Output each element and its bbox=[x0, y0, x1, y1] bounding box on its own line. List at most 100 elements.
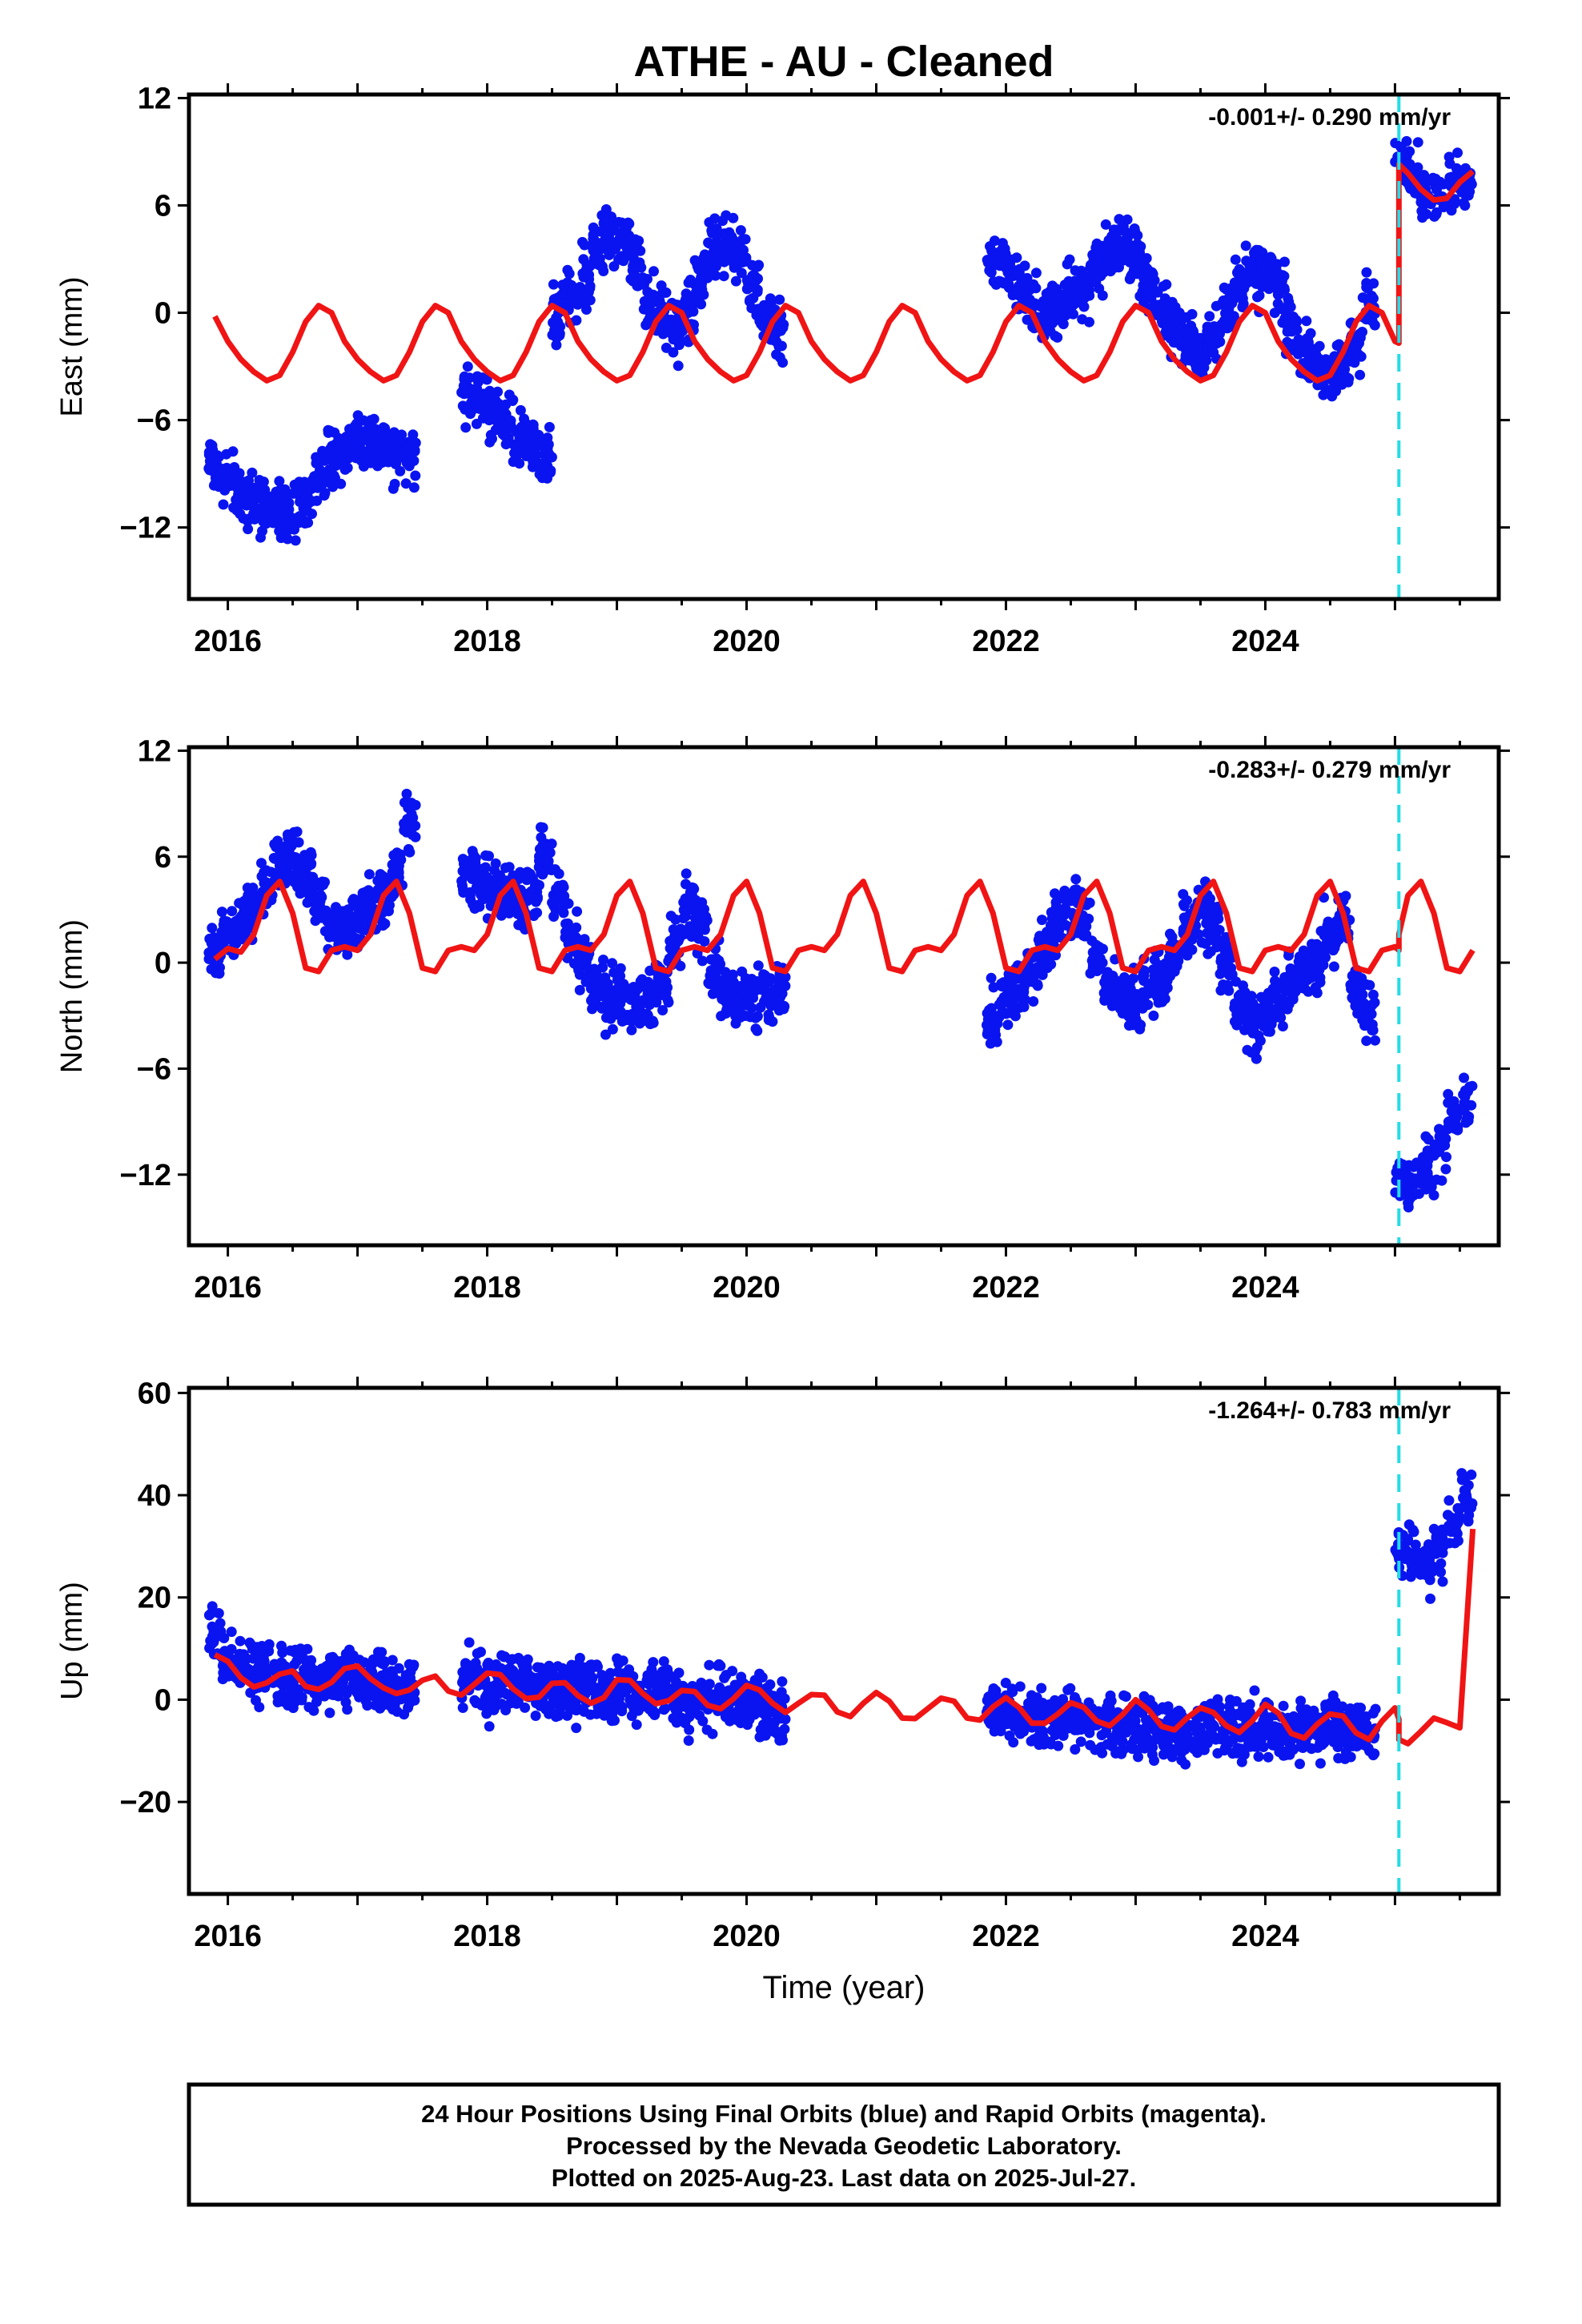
east-point-943 bbox=[689, 255, 701, 266]
north-point-2030 bbox=[1459, 1105, 1470, 1116]
north-point-2013 bbox=[1459, 1072, 1469, 1084]
east-point-143 bbox=[274, 476, 285, 487]
east-point-178 bbox=[282, 489, 293, 500]
up-point-185 bbox=[281, 1694, 292, 1705]
east-point-1535 bbox=[1181, 338, 1192, 349]
north-point-1670 bbox=[1247, 1027, 1259, 1039]
north-point-1888 bbox=[1347, 992, 1358, 1003]
east-point-78 bbox=[232, 476, 243, 488]
east-point-97 bbox=[243, 475, 254, 486]
north-point-1952 bbox=[1403, 1202, 1414, 1212]
east-point-1726 bbox=[1279, 271, 1290, 282]
north-point-862 bbox=[662, 995, 673, 1006]
east-point-263 bbox=[323, 427, 334, 438]
north-point-1349 bbox=[1087, 947, 1098, 958]
north-point-591 bbox=[523, 890, 534, 901]
east-point-1761 bbox=[1301, 316, 1312, 327]
up-point-296 bbox=[337, 1678, 348, 1688]
east-point-431 bbox=[401, 458, 412, 468]
north-point-916 bbox=[678, 904, 689, 915]
north-point-215 bbox=[303, 861, 314, 871]
north-point-241 bbox=[309, 879, 320, 890]
north-point-701 bbox=[576, 958, 587, 969]
east-point-1780 bbox=[1293, 334, 1304, 345]
east-point-484 bbox=[470, 391, 481, 402]
north-point-1860 bbox=[1333, 934, 1344, 945]
north-point-1079 bbox=[758, 970, 769, 981]
east-point-240 bbox=[309, 471, 320, 482]
up-point-223 bbox=[308, 1705, 319, 1716]
north-point-645 bbox=[557, 879, 568, 891]
north-point-1815 bbox=[1328, 961, 1339, 972]
east-point-457 bbox=[458, 400, 469, 412]
up-point-183 bbox=[287, 1703, 299, 1714]
north-point-1902 bbox=[1364, 979, 1375, 991]
east-point-755 bbox=[599, 239, 610, 250]
north-point-377 bbox=[377, 920, 388, 931]
north-point-447 bbox=[456, 880, 468, 891]
east-point-1619 bbox=[1216, 319, 1227, 330]
up-point-268 bbox=[324, 1707, 335, 1719]
east-point-829 bbox=[637, 272, 648, 283]
north-point-430 bbox=[402, 814, 413, 825]
north-point-1587 bbox=[1207, 901, 1218, 912]
north-point-1023 bbox=[737, 966, 748, 977]
east-point-79 bbox=[234, 468, 245, 479]
north-point-1347 bbox=[1098, 943, 1108, 955]
east-point-1776 bbox=[1293, 348, 1303, 360]
up-point-413 bbox=[399, 1709, 410, 1720]
north-point-856 bbox=[657, 1005, 669, 1015]
east-point-1023 bbox=[737, 235, 748, 246]
east-point-408 bbox=[400, 478, 412, 489]
north-point-971 bbox=[709, 963, 720, 975]
east-point-131 bbox=[258, 476, 269, 488]
north-point-158 bbox=[269, 838, 280, 850]
east-point-559 bbox=[514, 458, 525, 469]
east-xtick-label-0: 2016 bbox=[194, 625, 262, 658]
east-point-1699 bbox=[1255, 259, 1266, 270]
east-point-861 bbox=[656, 280, 667, 292]
up-point-509 bbox=[482, 1659, 493, 1671]
north-point-604 bbox=[534, 879, 544, 891]
up-point-404 bbox=[387, 1655, 398, 1666]
north-point-718 bbox=[597, 962, 608, 973]
east-point-512 bbox=[483, 413, 494, 424]
east-point-539 bbox=[496, 416, 507, 428]
north-point-835 bbox=[644, 1015, 655, 1026]
north-point-106 bbox=[242, 915, 253, 926]
east-point-396 bbox=[388, 427, 400, 438]
east-point-377 bbox=[375, 426, 387, 437]
east-ytick-label-2: 0 bbox=[155, 297, 171, 331]
east-point-427 bbox=[410, 470, 421, 481]
north-point-24 bbox=[203, 954, 215, 964]
east-point-403 bbox=[388, 452, 400, 464]
north-rate-text: -0.283+/- 0.279 mm/yr bbox=[1208, 757, 1451, 783]
east-point-1727 bbox=[1279, 283, 1290, 294]
east-point-348 bbox=[368, 413, 379, 424]
north-point-1714 bbox=[1269, 967, 1280, 977]
east-point-1208 bbox=[1024, 284, 1035, 296]
north-point-1191 bbox=[1028, 996, 1039, 1007]
east-point-1505 bbox=[1164, 298, 1175, 309]
east-point-1938 bbox=[1404, 146, 1415, 157]
east-point-781 bbox=[620, 223, 631, 235]
up-point-593 bbox=[520, 1658, 532, 1669]
east-point-1455 bbox=[1137, 286, 1148, 297]
north-point-349 bbox=[363, 911, 375, 922]
east-point-994 bbox=[726, 231, 737, 242]
north-point-640 bbox=[548, 911, 560, 922]
north-point-1642 bbox=[1230, 998, 1240, 1009]
east-point-1916 bbox=[1367, 316, 1378, 327]
east-point-1319 bbox=[1074, 283, 1086, 295]
east-xtick-label-3: 2022 bbox=[972, 625, 1040, 658]
east-point-1429 bbox=[1130, 264, 1142, 275]
north-point-512 bbox=[487, 889, 498, 899]
north-point-1987 bbox=[1436, 1175, 1447, 1186]
east-point-1894 bbox=[1361, 267, 1372, 278]
east-point-1564 bbox=[1194, 355, 1205, 366]
north-point-1524 bbox=[1186, 944, 1198, 955]
east-point-435 bbox=[460, 422, 472, 433]
east-point-1266 bbox=[1050, 301, 1062, 312]
north-point-1287 bbox=[1070, 874, 1082, 885]
east-point-1973 bbox=[1415, 197, 1427, 207]
